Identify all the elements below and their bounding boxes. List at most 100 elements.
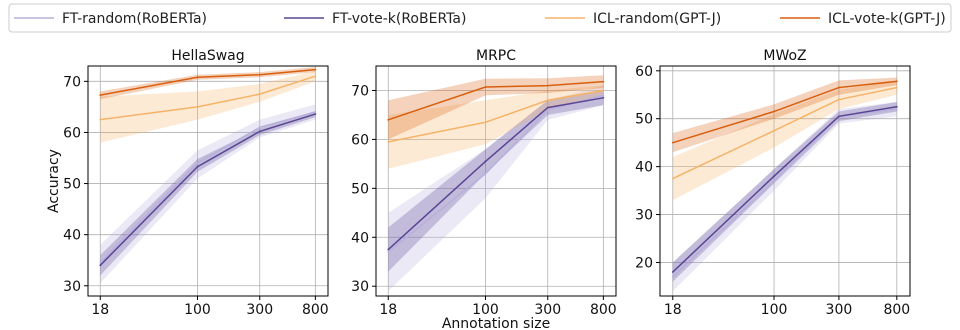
x-tick-label-18: 18 xyxy=(91,302,109,318)
point-icl-random-gpt-j-18 xyxy=(99,118,102,121)
point-ft-random-roberta-18 xyxy=(99,261,102,264)
point-icl-vote-k-gpt-j-100 xyxy=(196,76,199,79)
point-ft-vote-k-roberta-18 xyxy=(99,264,102,267)
legend-label-ft-random-roberta: FT-random(RoBERTa) xyxy=(62,11,207,27)
point-icl-random-gpt-j-300 xyxy=(546,99,549,102)
x-tick-label-100: 100 xyxy=(472,302,499,318)
band-icl-random-gpt-j xyxy=(672,80,897,201)
point-icl-random-gpt-j-800 xyxy=(602,89,605,92)
line-icl-random-gpt-j xyxy=(388,89,604,143)
y-tick-label-40: 40 xyxy=(63,228,81,244)
band-ft-vote-k-roberta xyxy=(100,110,316,276)
point-ft-vote-k-roberta-300 xyxy=(258,130,261,133)
line-icl-vote-k-gpt-j xyxy=(388,80,604,121)
y-tick-label-30: 30 xyxy=(63,279,81,295)
point-icl-random-gpt-j-18 xyxy=(671,177,674,180)
point-ft-random-roberta-800 xyxy=(895,108,898,111)
line-icl-vote-k-gpt-j xyxy=(672,80,897,144)
y-tick-label-40: 40 xyxy=(635,160,653,176)
point-icl-vote-k-gpt-j-300 xyxy=(258,73,261,76)
point-ft-vote-k-roberta-300 xyxy=(838,115,840,118)
y-tick-label-20: 20 xyxy=(635,255,653,271)
point-ft-vote-k-roberta-18 xyxy=(387,248,390,251)
point-icl-random-gpt-j-100 xyxy=(773,129,775,132)
point-ft-random-roberta-100 xyxy=(773,180,775,182)
panel-title: HellaSwag xyxy=(171,48,244,64)
point-icl-random-gpt-j-300 xyxy=(258,93,261,96)
x-tick-label-100: 100 xyxy=(184,302,211,318)
y-tick-label-50: 50 xyxy=(635,112,653,128)
point-ft-random-roberta-300 xyxy=(546,109,549,111)
x-tick-label-18: 18 xyxy=(379,302,397,318)
point-ft-vote-k-roberta-800 xyxy=(895,105,898,108)
point-icl-random-gpt-j-800 xyxy=(314,75,317,78)
point-ft-random-roberta-300 xyxy=(258,126,261,129)
band-icl-vote-k-gpt-j xyxy=(388,75,604,140)
point-icl-random-gpt-j-18 xyxy=(387,140,390,143)
point-ft-random-roberta-800 xyxy=(602,94,605,97)
axes-frame xyxy=(375,65,617,297)
point-icl-vote-k-gpt-j-800 xyxy=(602,80,605,83)
legend-frame xyxy=(8,3,952,33)
point-ft-random-roberta-100 xyxy=(196,162,199,165)
line-ft-vote-k-roberta xyxy=(672,105,897,273)
y-tick-label-40: 40 xyxy=(351,230,369,246)
band-ft-random-roberta xyxy=(388,85,604,292)
legend-label-icl-random-gpt-j: ICL-random(GPT-J) xyxy=(593,11,721,27)
band-ft-vote-k-roberta xyxy=(388,90,604,272)
point-icl-vote-k-gpt-j-100 xyxy=(484,86,487,88)
point-ft-random-roberta-800 xyxy=(314,111,317,113)
y-tick-label-70: 70 xyxy=(63,74,81,90)
band-ft-random-roberta xyxy=(100,104,316,284)
panels: 18 100 300 8003040506070HellaSwagAccuracy18… xyxy=(46,48,911,318)
band-icl-random-gpt-j xyxy=(388,85,604,169)
point-icl-vote-k-gpt-j-100 xyxy=(773,110,775,113)
x-tick-label-800: 800 xyxy=(590,302,617,318)
panel-title: MRPC xyxy=(476,48,516,64)
point-icl-random-gpt-j-100 xyxy=(196,105,199,108)
line-ft-random-roberta xyxy=(672,108,897,278)
y-tick-label-60: 60 xyxy=(351,132,369,148)
point-ft-vote-k-roberta-800 xyxy=(314,113,317,115)
panel-mrpc: 18 100 300 800 30 40 50 60 70 MRPC xyxy=(351,48,617,318)
point-icl-vote-k-gpt-j-18 xyxy=(387,118,390,121)
point-ft-random-roberta-18 xyxy=(671,275,674,278)
line-ft-vote-k-roberta xyxy=(99,113,316,266)
x-axis-label: Annotation size xyxy=(442,316,550,330)
y-tick-label-50: 50 xyxy=(63,177,81,193)
y-tick-label-30: 30 xyxy=(635,208,653,224)
axes-frame xyxy=(659,65,911,297)
point-ft-vote-k-roberta-300 xyxy=(546,106,549,109)
axes-frame xyxy=(87,65,329,297)
point-icl-random-gpt-j-100 xyxy=(484,121,487,124)
line-icl-random-gpt-j xyxy=(100,75,316,121)
panel-title: MWoZ xyxy=(763,48,806,64)
x-tick-label-300: 300 xyxy=(826,302,853,318)
point-ft-vote-k-roberta-100 xyxy=(484,160,487,163)
legend-label-icl-vote-k-gpt-j: ICL-vote-k(GPT-J) xyxy=(828,11,946,27)
legend: FT-random(RoBERTa) FT-vote-k(RoBERTa) ICL-… xyxy=(8,3,952,33)
line-ft-random-roberta xyxy=(99,111,316,264)
point-icl-vote-k-gpt-j-18 xyxy=(99,94,102,97)
panel-hellaswag: 18 100 300 800 30 40 50 60 70 HellaSwag Accuracy xyxy=(46,48,329,318)
point-ft-vote-k-roberta-800 xyxy=(602,96,605,99)
point-ft-vote-k-roberta-100 xyxy=(196,165,199,168)
point-icl-vote-k-gpt-j-800 xyxy=(895,80,898,83)
legend-label-ft-vote-k-roberta: FT-vote-k(RoBERTa) xyxy=(332,11,466,27)
x-tick-label-300: 300 xyxy=(246,302,273,318)
point-icl-vote-k-gpt-j-800 xyxy=(314,68,317,71)
x-tick-label-300: 300 xyxy=(534,302,561,318)
x-tick-label-100: 100 xyxy=(761,302,788,318)
line-icl-vote-k-gpt-j xyxy=(100,68,316,96)
point-icl-vote-k-gpt-j-300 xyxy=(546,84,549,87)
band-icl-random-gpt-j xyxy=(100,71,316,143)
x-tick-label-800: 800 xyxy=(302,302,329,318)
y-tick-label-60: 60 xyxy=(635,64,653,80)
point-icl-vote-k-gpt-j-300 xyxy=(838,86,840,89)
y-tick-label-70: 70 xyxy=(351,83,369,99)
y-tick-label-60: 60 xyxy=(63,125,81,141)
point-ft-vote-k-roberta-100 xyxy=(773,175,775,178)
x-tick-label-800: 800 xyxy=(883,302,910,318)
y-tick-label-30: 30 xyxy=(351,279,369,295)
